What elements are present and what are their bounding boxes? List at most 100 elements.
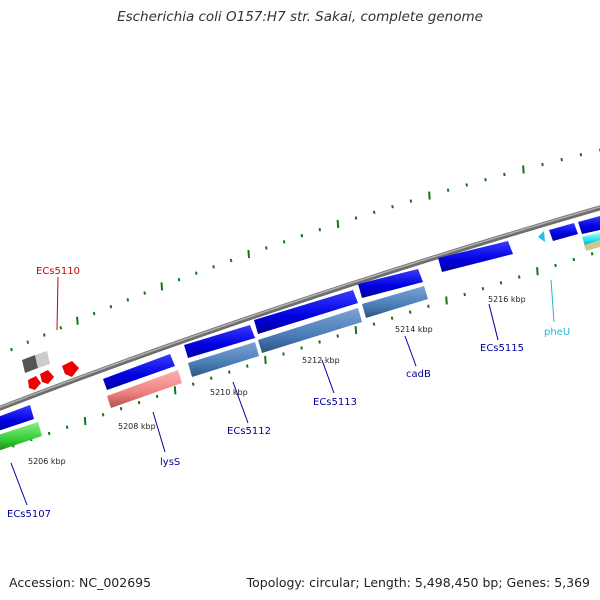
gene-label[interactable]: lysS	[160, 457, 180, 468]
gene-feature-pink[interactable]	[107, 370, 182, 408]
gene-feature-lightgrey[interactable]	[35, 351, 50, 368]
gene-feature-red-2[interactable]	[40, 370, 54, 384]
minor-tick	[590, 252, 594, 256]
minor-tick	[503, 172, 506, 177]
gene-feature-blue-2[interactable]	[184, 325, 255, 358]
minor-tick	[354, 216, 358, 220]
position-labels: 5206 kbp 5208 kbp 5210 kbp 5212 kbp 5214…	[28, 295, 526, 466]
forward-strand-features	[0, 216, 600, 432]
gene-feature-blue-5[interactable]	[438, 241, 513, 272]
gene-label[interactable]: cadB	[406, 369, 431, 380]
minor-tick	[59, 326, 63, 330]
gene-feature-blue-3[interactable]	[254, 290, 358, 334]
minor-tick	[300, 234, 304, 238]
minor-tick	[143, 291, 146, 295]
major-tick	[522, 165, 525, 174]
gene-label[interactable]: ECs5110	[36, 266, 80, 277]
minor-tick	[109, 305, 113, 309]
minor-tick	[126, 298, 130, 302]
minor-tick	[446, 188, 450, 192]
major-tick	[247, 250, 250, 259]
minor-tick	[481, 287, 485, 291]
gene-label[interactable]: ECs5115	[480, 343, 524, 354]
gene-label[interactable]: ECs5113	[313, 397, 357, 408]
minor-tick	[101, 413, 105, 417]
inner-tick-ring	[11, 252, 594, 448]
gene-label[interactable]: pheU	[544, 327, 570, 338]
position-label: 5212 kbp	[302, 356, 340, 365]
ecs5110-feature-cluster	[22, 351, 79, 390]
gene-feature-steel-1[interactable]	[188, 342, 259, 377]
gene-feature-blue-4[interactable]	[358, 269, 423, 298]
minor-tick	[300, 346, 303, 350]
minor-tick	[282, 240, 286, 244]
major-tick	[536, 267, 539, 276]
major-tick	[173, 386, 177, 395]
reverse-strand-features	[0, 232, 600, 452]
minor-tick	[318, 340, 321, 344]
minor-tick	[92, 311, 96, 316]
major-tick	[160, 282, 164, 291]
minor-tick	[463, 292, 466, 297]
genome-backbone	[0, 205, 600, 411]
minor-tick	[484, 178, 487, 182]
major-tick	[445, 296, 448, 305]
minor-tick	[499, 281, 503, 285]
minor-tick	[282, 352, 285, 356]
minor-tick	[541, 162, 544, 167]
minor-tick	[408, 310, 412, 314]
position-label: 5208 kbp	[118, 422, 156, 431]
minor-tick	[318, 228, 322, 232]
position-label: 5216 kbp	[488, 295, 526, 304]
outer-tick-ring	[10, 148, 600, 352]
gene-feature-blue-1[interactable]	[103, 354, 175, 390]
gene-feature-steel-3[interactable]	[362, 286, 428, 318]
gene-feature-blue-0[interactable]	[0, 405, 34, 432]
minor-tick	[554, 263, 557, 268]
gene-feature-olive[interactable]	[584, 240, 600, 251]
position-label: 5210 kbp	[210, 388, 248, 397]
minor-tick	[26, 340, 30, 344]
gene-feature-darkgrey[interactable]	[22, 355, 38, 373]
gene-label[interactable]: ECs5112	[227, 426, 271, 437]
minor-tick	[372, 322, 376, 326]
minor-tick	[47, 431, 51, 436]
gene-feature-red-1[interactable]	[28, 376, 41, 390]
minor-tick	[191, 382, 195, 386]
minor-tick	[409, 199, 413, 203]
minor-tick	[65, 425, 69, 429]
minor-tick	[10, 347, 13, 352]
gene-feature-steel-2[interactable]	[258, 308, 362, 353]
gene-labels: ECs5110 ECs5107 lysS ECs5112 ECs5113 cad…	[7, 266, 570, 520]
map-title: Escherichia coli O157:H7 str. Sakai, com…	[117, 9, 483, 25]
minor-tick	[265, 246, 268, 250]
major-tick	[83, 416, 87, 426]
genome-stats-text: Topology: circular; Length: 5,498,450 bp…	[246, 575, 590, 590]
gene-feature-blue-7[interactable]	[578, 216, 600, 234]
gene-feature-red-3[interactable]	[62, 361, 79, 377]
minor-tick	[427, 304, 430, 308]
minor-tick	[572, 257, 576, 262]
minor-tick	[229, 258, 233, 263]
minor-tick	[43, 333, 46, 337]
gene-feature-blue-6[interactable]	[549, 223, 578, 241]
minor-tick	[391, 205, 394, 209]
minor-tick	[560, 157, 563, 162]
gene-label[interactable]: ECs5107	[7, 509, 51, 520]
major-tick	[354, 326, 358, 335]
major-tick	[336, 219, 340, 228]
trna-arrow-icon[interactable]	[538, 231, 545, 242]
gene-feature-green[interactable]	[0, 422, 42, 452]
minor-tick	[177, 278, 181, 282]
minor-tick	[155, 394, 159, 399]
minor-tick	[390, 316, 394, 320]
major-tick	[76, 316, 79, 325]
minor-tick	[119, 407, 123, 411]
minor-tick	[517, 275, 521, 279]
leader-lines	[10, 276, 555, 506]
minor-tick	[465, 183, 468, 187]
accession-text: Accession: NC_002695	[9, 575, 152, 590]
minor-tick	[212, 265, 215, 269]
position-label: 5206 kbp	[28, 457, 66, 466]
